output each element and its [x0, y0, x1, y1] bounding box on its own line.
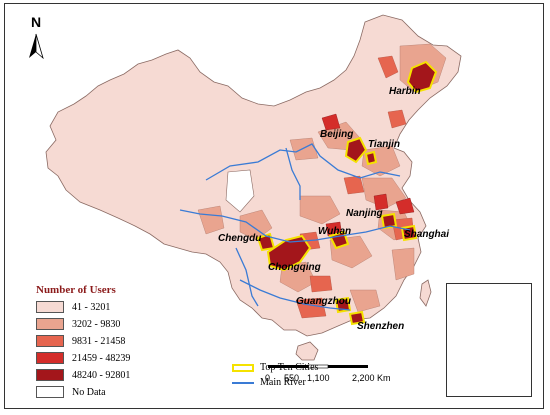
city-label-shenzhen: Shenzhen [357, 321, 405, 332]
legend-top-cities: Top Ten Cities [232, 362, 318, 373]
scale-tick-label: 2,200 Km [352, 373, 391, 383]
beijing-region [344, 136, 368, 164]
legend-swatch [36, 352, 64, 364]
city-label-guangzhou: Guangzhou [296, 296, 351, 307]
city-label-tianjin: Tianjin [368, 139, 401, 150]
legend-label: 41 - 3201 [72, 301, 111, 313]
river-swatch [232, 381, 254, 384]
legend-label: No Data [72, 386, 106, 398]
city-label-chengdu: Chengdu [218, 233, 262, 244]
chongqing-region [266, 234, 312, 272]
shenzhen-region [348, 310, 366, 326]
legend-item: No Data [36, 385, 106, 399]
legend-swatch [36, 386, 64, 398]
legend-item: 41 - 3201 [36, 300, 110, 314]
no-data-area [225, 169, 255, 213]
scale-tick-label: 0 [265, 373, 271, 383]
legend-swatch [36, 318, 64, 330]
north-label: N [31, 14, 42, 30]
scale-tick-label: 550 [284, 373, 300, 383]
scale-tick-label: 1,100 [307, 373, 330, 383]
legend-label: 9831 - 21458 [72, 335, 126, 347]
city-label-chongqing: Chongqing [268, 262, 321, 273]
city-label-wuhan: Wuhan [318, 226, 352, 237]
legend-label: 3202 - 9830 [72, 318, 121, 330]
legend-swatch [36, 301, 64, 313]
city-label-harbin: Harbin [389, 86, 421, 97]
city-label-nanjing: Nanjing [346, 208, 383, 219]
harbin-region [406, 60, 438, 94]
north-arrow [29, 33, 44, 60]
hainan-island [295, 341, 319, 361]
scale-bar [268, 364, 368, 369]
city-label-beijing: Beijing [320, 129, 354, 140]
legend-item: 21459 - 48239 [36, 351, 130, 365]
legend-item: 9831 - 21458 [36, 334, 125, 348]
legend-item: 48240 - 92801 [36, 368, 130, 382]
top-cities-label: Top Ten Cities [260, 362, 319, 373]
legend-label: 48240 - 92801 [72, 369, 131, 381]
river-label: Main River [260, 377, 306, 388]
main-rivers [179, 143, 411, 311]
taiwan-island [419, 279, 432, 307]
south-china-sea-inset [446, 283, 532, 397]
city-label-shanghai: Shanghai [404, 229, 450, 240]
legend-label: 21459 - 48239 [72, 352, 131, 364]
top-cities-swatch [232, 363, 254, 372]
legend-swatch [36, 369, 64, 381]
tianjin-region [364, 150, 378, 166]
legend-title: Number of Users [36, 284, 116, 296]
nanjing-region [380, 212, 398, 230]
legend-swatch [36, 335, 64, 347]
legend-river: Main River [232, 377, 306, 388]
legend-item: 3202 - 9830 [36, 317, 120, 331]
